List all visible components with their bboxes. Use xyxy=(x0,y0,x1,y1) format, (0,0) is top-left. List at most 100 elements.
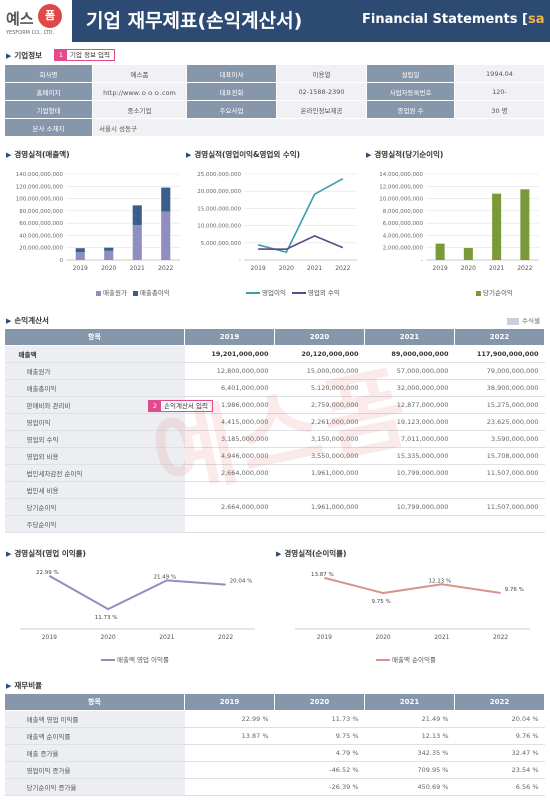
table-cell: 20.04 % xyxy=(454,710,545,728)
row-label: 매출액 영업 이익률 xyxy=(4,710,185,728)
bar xyxy=(463,247,473,260)
sales-chart-title-text: 경영실적(매출액) xyxy=(14,150,70,159)
triangle-icon: ▶ xyxy=(186,151,192,159)
info-key: 종업원 수 xyxy=(366,100,455,119)
op-income-chart: - 5,000,000,000 10,000,000,000 15,000,000,0… xyxy=(197,172,357,272)
table-row: 법인세차감전 순이익 2,664,000,000 1,961,000,000 10,7… xyxy=(4,464,545,482)
table-row: 당기순이익 증가율 -26.39 % 450.69 % 6.56 % xyxy=(4,778,545,796)
logo-mark: 폼 xyxy=(38,4,62,28)
table-row: 매출 증가율 4.79 % 342.35 % 32.47 % xyxy=(4,744,545,762)
info-key: 사업자등록번호 xyxy=(366,82,455,101)
data-label: 12.13 % xyxy=(429,578,452,584)
table-cell: 1,961,000,000 xyxy=(274,498,365,516)
income-section-title-text: 손익계산서 xyxy=(14,316,49,325)
row-label: 매출 증가율 xyxy=(4,744,185,762)
info-key: 홈페이지 xyxy=(4,82,93,101)
table-row: 매출원가 12,800,000,000 15,000,000,000 57,000,0… xyxy=(4,362,545,380)
info-key: 대표이사 xyxy=(186,64,277,83)
triangle-icon: ▶ xyxy=(276,550,282,558)
page-header: 예스 폼 YESFORM CO., LTD. 기업 재무제표(손익계산서) Fi… xyxy=(0,0,550,42)
row-label: 매출총이익 xyxy=(4,379,185,397)
table-cell xyxy=(184,481,275,499)
bar xyxy=(132,224,142,260)
x-tick-label: 2021 xyxy=(159,634,174,641)
row-label: 매출액 순이익률 xyxy=(4,727,185,745)
table-row: 당기순이익 2,664,000,000 1,961,000,000 10,799,00… xyxy=(4,498,545,516)
row-label: 영업외 수익 xyxy=(4,430,185,448)
address-value: 서울시 성동구 xyxy=(92,118,545,137)
table-cell: 6,401,000,000 xyxy=(184,379,275,397)
info-section-title: ▶ 기업정보 xyxy=(6,50,42,61)
logo-text: 예스 xyxy=(6,10,34,28)
table-cell: 15,708,000,000 xyxy=(454,447,545,465)
info-value: http://www.ｏｏｏ.com xyxy=(92,82,187,101)
table-cell: 11,507,000,000 xyxy=(454,498,545,516)
info-section-title-text: 기업정보 xyxy=(14,51,42,60)
legend-swatch xyxy=(101,659,115,661)
bar xyxy=(161,187,171,212)
info-badge-label: 기업 정보 입력 xyxy=(70,51,111,59)
table-row: 매출총이익 6,401,000,000 5,120,000,000 32,000,00… xyxy=(4,379,545,397)
info-key: 설립일 xyxy=(366,64,455,83)
table-cell: 2,759,000,000 xyxy=(274,396,365,414)
formula-cell-legend: 수식셀 xyxy=(507,315,540,325)
table-cell: 2,664,000,000 xyxy=(184,498,275,516)
op-ratio-legend: 매출액 영업 이익률 xyxy=(95,654,169,664)
table-header: 2022 xyxy=(454,328,545,346)
table-cell xyxy=(364,481,455,499)
table-header: 2019 xyxy=(184,328,275,346)
table-cell: 2,261,000,000 xyxy=(274,413,365,431)
table-cell xyxy=(184,744,275,762)
info-value: 예스폼 xyxy=(92,64,187,83)
table-header: 2020 xyxy=(274,693,365,711)
table-cell: 4,946,000,000 xyxy=(184,447,275,465)
table-cell: 2,664,000,000 xyxy=(184,464,275,482)
info-badge-number: 1 xyxy=(55,50,67,61)
triangle-icon: ▶ xyxy=(6,682,12,690)
table-row: 영업이익 4,415,000,000 2,261,000,000 19,123,000… xyxy=(4,413,545,431)
x-tick-label: 2022 xyxy=(517,265,532,272)
data-label: 11.73 % xyxy=(95,615,118,621)
table-cell: 15,000,000,000 xyxy=(274,362,365,380)
data-label: 20.04 % xyxy=(230,579,253,585)
triangle-icon: ▶ xyxy=(366,151,372,159)
table-cell: 11,507,000,000 xyxy=(454,464,545,482)
info-badge: 1 기업 정보 입력 xyxy=(54,49,116,61)
info-value: 30 명 xyxy=(454,100,545,119)
bar xyxy=(104,250,114,260)
address-label: 본사 소재지 xyxy=(4,118,93,137)
table-cell: 9.75 % xyxy=(274,727,365,745)
table-header: 항목 xyxy=(4,693,185,711)
series-line xyxy=(324,576,501,595)
net-chart-legend: 당기순이익 xyxy=(470,287,513,297)
table-cell: 6.56 % xyxy=(454,778,545,796)
table-cell: 20,120,000,000 xyxy=(274,345,365,363)
y-tick-label: 25,000,000,000 xyxy=(197,172,241,178)
op-chart-legend: 영업이익 영업외 수익 xyxy=(240,287,340,297)
info-key: 주요사업 xyxy=(186,100,277,119)
table-cell: 79,000,000,000 xyxy=(454,362,545,380)
table-cell: 23.54 % xyxy=(454,761,545,779)
x-tick-label: 2019 xyxy=(317,634,332,641)
y-tick-label: 80,000,000,000 xyxy=(19,209,63,215)
y-tick-label: 10,000,000,000 xyxy=(197,224,241,230)
triangle-icon: ▶ xyxy=(6,151,12,159)
table-cell: 3,550,000,000 xyxy=(274,447,365,465)
x-tick-label: 2020 xyxy=(279,265,294,272)
series-line xyxy=(257,178,344,254)
y-tick-label: - xyxy=(421,258,423,264)
net-ratio-legend: 매출액 순이익률 xyxy=(370,654,436,664)
bar xyxy=(520,189,530,260)
triangle-icon: ▶ xyxy=(6,52,12,60)
triangle-icon: ▶ xyxy=(6,550,12,558)
table-cell: 4.79 % xyxy=(274,744,365,762)
row-label: 영업이익 증가율 xyxy=(4,761,185,779)
table-cell: 11.73 % xyxy=(274,710,365,728)
table-cell: 15,275,000,000 xyxy=(454,396,545,414)
net-chart-title-text: 경영실적(당기순이익) xyxy=(374,150,444,159)
table-cell: 10,799,000,000 xyxy=(364,498,455,516)
table-cell: 19,123,000,000 xyxy=(364,413,455,431)
row-label: 매출원가 xyxy=(4,362,185,380)
table-row: 주당순이익 xyxy=(4,515,545,533)
x-tick-label: 2020 xyxy=(100,634,115,641)
